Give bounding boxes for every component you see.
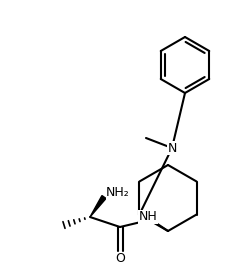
- Polygon shape: [90, 196, 106, 217]
- Text: O: O: [115, 252, 125, 266]
- Text: NH₂: NH₂: [106, 187, 130, 199]
- Text: NH: NH: [138, 210, 158, 224]
- Text: N: N: [167, 142, 177, 154]
